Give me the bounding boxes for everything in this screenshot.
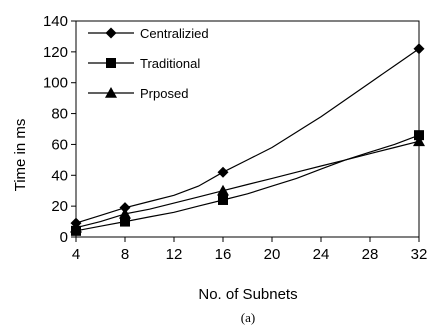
x-tick-label: 20 <box>264 246 281 263</box>
x-axis-ticks: 4 8 12 16 20 24 28 32 <box>72 237 428 263</box>
y-tick-label: 100 <box>43 75 68 92</box>
y-tick-label: 120 <box>43 44 68 61</box>
legend-marker <box>106 58 116 68</box>
x-tick-label: 16 <box>215 246 232 263</box>
y-tick-label: 0 <box>60 229 68 246</box>
plot-frame <box>76 21 419 237</box>
chart-caption: (a) <box>241 310 255 325</box>
legend-label: Traditional <box>140 56 200 71</box>
y-axis-label: Time in ms <box>12 119 29 192</box>
x-tick-label: 32 <box>411 246 428 263</box>
x-axis-label: No. of Subnets <box>198 286 297 303</box>
y-tick-label: 80 <box>51 106 68 123</box>
x-tick-label: 12 <box>166 246 183 263</box>
legend-label: Prposed <box>140 86 188 101</box>
plot-area <box>76 21 419 237</box>
x-tick-label: 8 <box>121 246 129 263</box>
x-tick-label: 24 <box>313 246 330 263</box>
y-tick-label: 40 <box>51 167 68 184</box>
y-tick-label: 60 <box>51 136 68 153</box>
y-tick-label: 20 <box>51 198 68 215</box>
x-tick-label: 28 <box>362 246 379 263</box>
y-axis-ticks: 0 20 40 60 80 100 120 140 <box>43 13 76 246</box>
legend-label: Centralizied <box>140 26 209 41</box>
y-tick-label: 140 <box>43 13 68 30</box>
data-point-marker <box>218 195 228 205</box>
x-tick-label: 4 <box>72 246 80 263</box>
